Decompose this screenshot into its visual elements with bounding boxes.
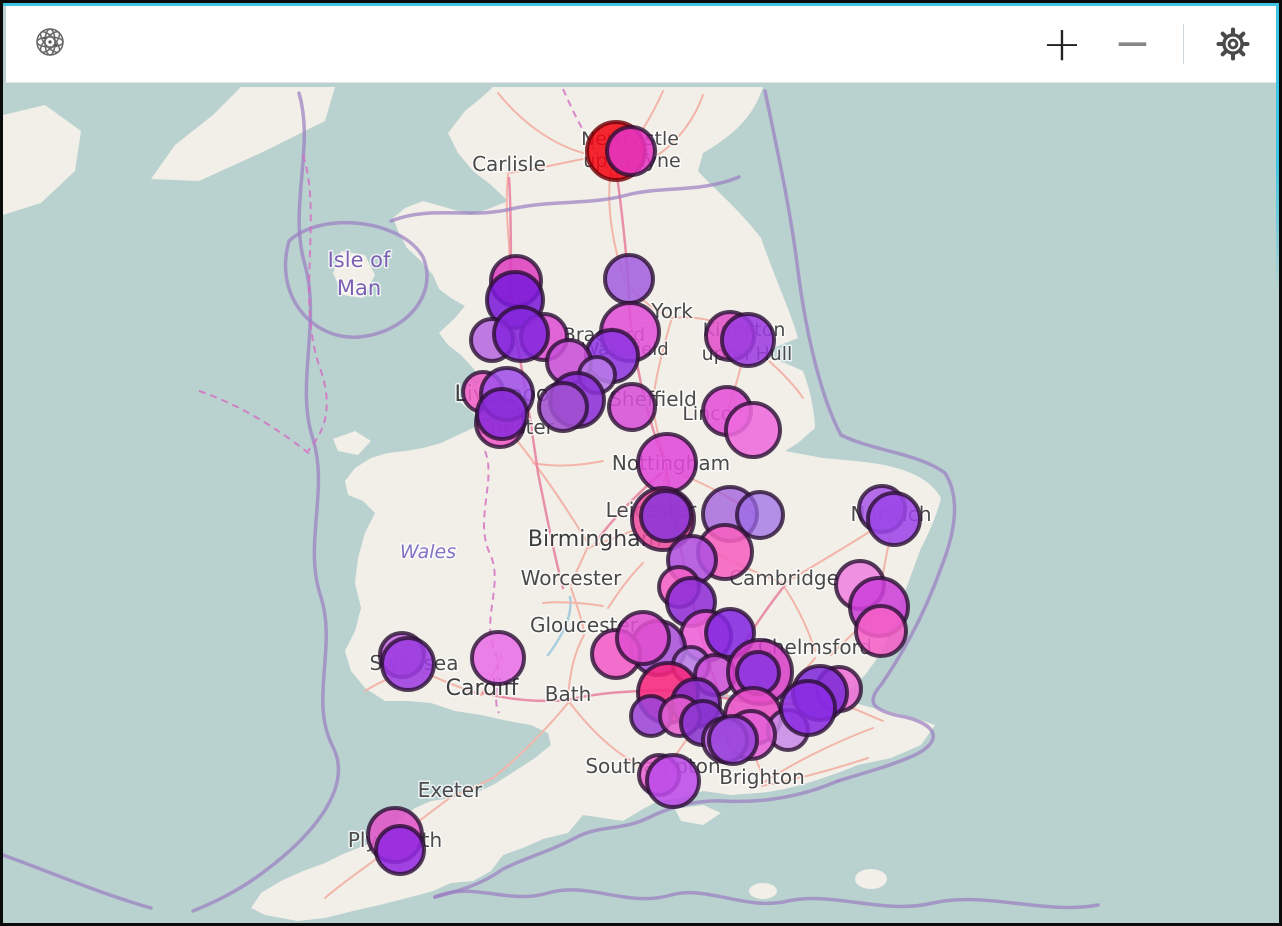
map-marker[interactable] bbox=[470, 630, 526, 686]
map-marker[interactable] bbox=[603, 253, 655, 305]
map-label: Isle of bbox=[328, 248, 391, 272]
land-isle-of-man bbox=[333, 251, 375, 298]
window-accent-right bbox=[1276, 3, 1279, 293]
map-label: Wales bbox=[400, 541, 456, 563]
map-marker[interactable] bbox=[374, 824, 426, 876]
map-marker[interactable] bbox=[645, 753, 701, 809]
zoom-out-button[interactable]: − bbox=[1114, 18, 1151, 69]
map-marker[interactable] bbox=[537, 381, 589, 433]
map-marker[interactable] bbox=[475, 387, 529, 441]
map-label: Carlisle bbox=[472, 152, 546, 176]
land-anglesey bbox=[333, 431, 371, 455]
map-marker[interactable] bbox=[605, 125, 657, 177]
map-label: Worcester bbox=[521, 566, 622, 590]
map-label: Brighton bbox=[719, 765, 805, 789]
zoom-in-button[interactable]: + bbox=[1041, 16, 1083, 72]
map-marker[interactable] bbox=[380, 636, 436, 692]
toolbar-divider bbox=[1183, 24, 1184, 64]
map-label: Exeter bbox=[418, 778, 483, 802]
land-northern-ireland bbox=[3, 105, 81, 215]
toolbar-left bbox=[32, 24, 68, 65]
boundaries bbox=[3, 88, 1100, 913]
globe-sphere-icon[interactable] bbox=[32, 24, 68, 60]
window-accent-top bbox=[3, 3, 1279, 6]
map-label: Bath bbox=[545, 682, 592, 706]
land-islet-1 bbox=[749, 883, 777, 899]
map-marker[interactable] bbox=[707, 714, 759, 766]
map-label: Man bbox=[337, 276, 381, 300]
map-marker[interactable] bbox=[866, 491, 922, 547]
settings-gear-icon[interactable] bbox=[1216, 27, 1250, 61]
land-islet-2 bbox=[855, 869, 887, 889]
map-marker[interactable] bbox=[607, 382, 657, 432]
map-marker[interactable] bbox=[779, 679, 837, 737]
map-marker[interactable] bbox=[854, 604, 908, 658]
map-marker[interactable] bbox=[735, 490, 785, 540]
map-marker[interactable] bbox=[636, 432, 698, 494]
markers-layer bbox=[366, 120, 922, 876]
land-isle-of-wight bbox=[675, 805, 721, 825]
toolbar: + − bbox=[6, 6, 1276, 83]
map-marker[interactable] bbox=[615, 610, 671, 666]
land-galloway bbox=[151, 87, 335, 181]
map-marker[interactable] bbox=[639, 489, 693, 543]
toolbar-right: + − bbox=[1042, 20, 1250, 68]
map-marker[interactable] bbox=[492, 305, 550, 363]
map-marker[interactable] bbox=[724, 401, 782, 459]
map-marker[interactable] bbox=[720, 312, 776, 368]
map-label: York bbox=[650, 299, 693, 323]
